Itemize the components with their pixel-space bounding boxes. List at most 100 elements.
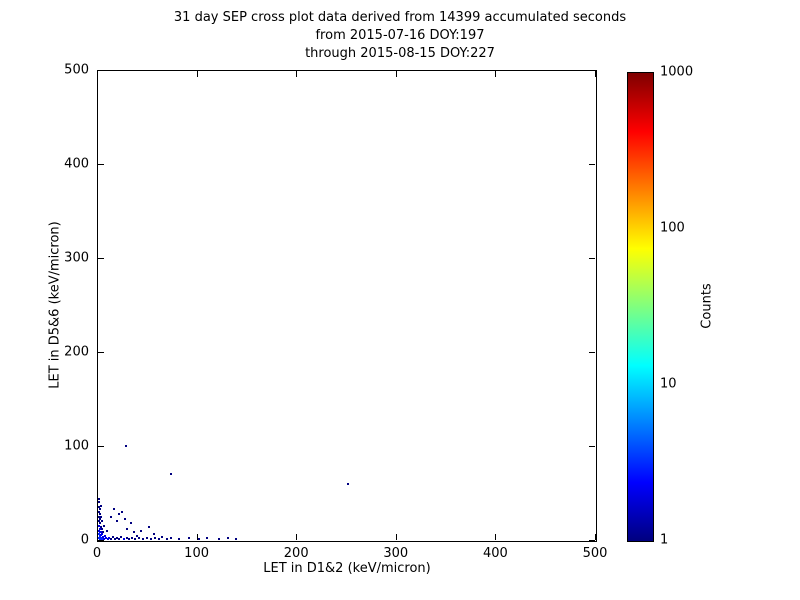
data-point bbox=[99, 505, 102, 508]
plot-area bbox=[97, 70, 597, 542]
data-point bbox=[235, 538, 238, 541]
data-point bbox=[100, 520, 103, 523]
title-line-2: from 2015-07-16 DOY:197 bbox=[315, 28, 485, 43]
data-point bbox=[205, 537, 208, 540]
data-point bbox=[117, 538, 120, 541]
colorbar-tick-label: 100 bbox=[660, 220, 685, 236]
data-point bbox=[125, 527, 128, 530]
y-tick-label: 300 bbox=[64, 250, 89, 266]
x-tick-mark bbox=[595, 534, 596, 540]
data-point bbox=[98, 533, 100, 536]
data-point bbox=[111, 536, 114, 539]
data-point bbox=[99, 530, 102, 533]
colorbar-tick-label: 1 bbox=[660, 532, 669, 548]
data-point bbox=[98, 512, 101, 515]
data-point bbox=[98, 515, 100, 518]
data-point bbox=[117, 512, 120, 515]
y-tick-mark-right bbox=[589, 70, 595, 71]
data-point bbox=[100, 538, 103, 541]
y-tick-mark bbox=[98, 164, 104, 165]
x-tick-mark bbox=[395, 534, 397, 540]
x-tick-mark-top bbox=[296, 71, 298, 77]
title-line-1: 31 day SEP cross plot data derived from … bbox=[173, 10, 627, 25]
x-tick-label: 400 bbox=[482, 546, 508, 561]
data-point bbox=[125, 537, 128, 540]
data-point bbox=[157, 538, 160, 541]
data-point bbox=[98, 527, 101, 530]
x-tick-mark-top bbox=[495, 71, 497, 77]
data-point bbox=[105, 529, 108, 532]
data-point bbox=[102, 538, 105, 541]
data-point bbox=[227, 537, 230, 540]
data-point bbox=[98, 524, 100, 527]
data-point bbox=[98, 522, 101, 525]
data-point bbox=[129, 522, 132, 525]
data-point bbox=[145, 537, 148, 540]
data-point bbox=[109, 538, 112, 541]
data-point bbox=[98, 510, 100, 513]
data-point bbox=[107, 537, 110, 540]
y-tick-mark-right bbox=[589, 352, 595, 353]
y-tick-mark bbox=[98, 446, 104, 447]
y-tick-mark-right bbox=[589, 540, 595, 541]
data-point bbox=[112, 507, 115, 510]
title-line-3: through 2015-08-15 DOY:227 bbox=[305, 46, 495, 61]
x-tick-mark bbox=[196, 534, 198, 540]
data-point bbox=[135, 535, 138, 538]
y-tick-mark bbox=[98, 540, 104, 541]
colorbar-label: Counts bbox=[699, 283, 715, 329]
data-point bbox=[100, 527, 103, 530]
y-tick-mark bbox=[98, 352, 104, 353]
data-point bbox=[153, 537, 156, 540]
colorbar bbox=[627, 72, 654, 542]
x-tick-label: 300 bbox=[383, 546, 409, 561]
colorbar-tick-label: 10 bbox=[660, 376, 677, 392]
data-point bbox=[169, 473, 172, 476]
y-tick-mark bbox=[98, 258, 104, 259]
data-point bbox=[100, 533, 103, 536]
data-point bbox=[169, 537, 172, 540]
data-point bbox=[98, 529, 100, 532]
chart-title-block: 31 day SEP cross plot data derived from … bbox=[0, 9, 800, 63]
y-tick-mark-right bbox=[589, 258, 595, 259]
x-tick-mark-top bbox=[395, 71, 397, 77]
data-point bbox=[130, 537, 133, 540]
data-point bbox=[124, 445, 127, 447]
data-point bbox=[160, 536, 163, 539]
data-point bbox=[98, 501, 100, 504]
x-tick-label: 500 bbox=[582, 546, 608, 561]
x-tick-label: 0 bbox=[92, 546, 102, 561]
data-point bbox=[137, 537, 140, 540]
y-axis-label: LET in D5&6 (keV/micron) bbox=[47, 221, 63, 389]
data-point bbox=[139, 529, 142, 532]
data-point bbox=[104, 537, 107, 540]
data-point bbox=[115, 520, 118, 523]
y-tick-label: 400 bbox=[64, 156, 89, 172]
x-tick-mark-top bbox=[595, 71, 596, 77]
data-point bbox=[123, 518, 126, 521]
data-point bbox=[127, 538, 130, 541]
data-point bbox=[99, 525, 102, 528]
data-point bbox=[103, 535, 106, 538]
y-tick-label: 500 bbox=[64, 62, 89, 78]
data-point bbox=[152, 533, 155, 536]
data-point bbox=[147, 525, 150, 528]
y-tick-mark-right bbox=[589, 164, 595, 165]
data-point bbox=[177, 538, 180, 541]
data-point bbox=[98, 507, 101, 510]
data-point bbox=[197, 538, 200, 541]
data-point bbox=[149, 538, 152, 541]
data-point bbox=[99, 516, 102, 519]
data-point bbox=[217, 538, 220, 541]
data-point bbox=[347, 482, 349, 485]
data-point bbox=[165, 538, 168, 541]
data-point bbox=[141, 538, 144, 541]
x-tick-mark bbox=[296, 534, 298, 540]
x-tick-label: 200 bbox=[283, 546, 309, 561]
x-tick-mark-top bbox=[196, 71, 198, 77]
data-point bbox=[113, 538, 116, 541]
data-point bbox=[98, 518, 101, 521]
data-point bbox=[120, 510, 123, 513]
data-point bbox=[133, 538, 136, 541]
